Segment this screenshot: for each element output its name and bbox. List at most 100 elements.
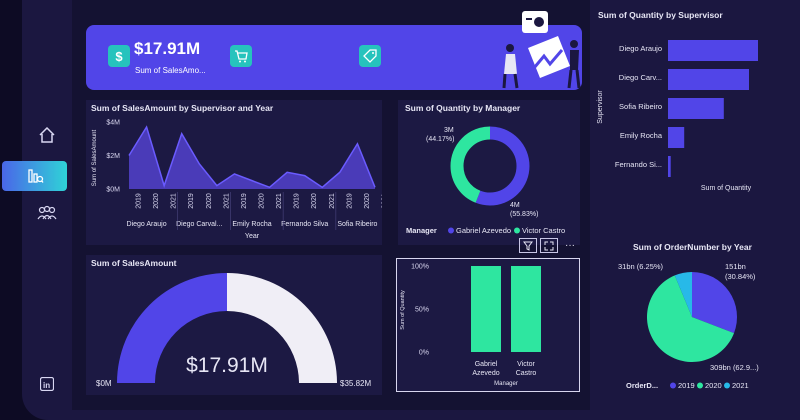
analytics-nav-button[interactable]	[2, 161, 67, 191]
gauge-min-label: $0M	[96, 379, 112, 388]
y-tick-label: 100%	[411, 264, 429, 271]
x-tick-label: 2021	[171, 193, 178, 209]
analytics-illustration	[502, 11, 581, 89]
legend-label: 2020	[705, 381, 722, 390]
x-axis-title: Year	[245, 233, 260, 240]
sales-gauge: $17.91M $0M $35.82M	[96, 273, 371, 388]
x-tick-label: 2019	[294, 193, 301, 209]
home-icon	[39, 126, 55, 143]
legend-label: Gabriel Azevedo	[456, 226, 511, 235]
legend-swatch	[670, 382, 676, 389]
supervisor-label: Fernando Silva	[281, 221, 328, 228]
manager-percent-chart: 100% 50% 0% Gabriel Azevedo Victor Castro Manag…	[400, 264, 541, 387]
bar	[668, 98, 724, 119]
supervisor-label: Diego Carval...	[176, 221, 222, 228]
y-axis-title: Sum of SalesAmount	[92, 129, 98, 186]
y-tick-label: $4M	[106, 120, 120, 127]
people-icon	[37, 205, 57, 220]
bar	[668, 40, 758, 61]
gauge-max-label: $35.82M	[340, 379, 371, 388]
more-options-button[interactable]: ···	[561, 238, 579, 253]
pie-slice-2020	[647, 275, 735, 362]
sales-gauge-title: Sum of SalesAmount	[91, 258, 177, 268]
x-tick-label: 2020	[153, 193, 160, 209]
nav-rail: in	[22, 0, 72, 420]
filter-button[interactable]	[519, 238, 537, 253]
column-bar	[511, 266, 541, 352]
x-tick-label: 2021	[223, 193, 230, 209]
category-label: Diego Araujo	[619, 44, 662, 53]
bar	[668, 127, 685, 148]
legend-swatch	[724, 382, 730, 389]
quantity-by-manager-title: Sum of Quantity by Manager	[405, 103, 521, 113]
gauge-value-arc	[117, 273, 227, 383]
x-tick-label: 2019	[188, 193, 195, 209]
quantity-by-manager-panel	[398, 100, 580, 245]
slice-value-label: 31bn (6.25%)	[618, 262, 664, 271]
quantity-by-supervisor-title: Sum of Quantity by Supervisor	[598, 10, 723, 20]
pie-slice-2021	[674, 272, 692, 317]
area-fill	[129, 127, 375, 189]
x-axis-title: Manager	[494, 381, 518, 387]
linkedin-icon: in	[40, 377, 54, 391]
bar	[668, 69, 749, 90]
expand-icon	[544, 241, 554, 250]
sales-area-chart: $4M $2M $0M 2019 2020 2021 2019 2020 2021 2019 202…	[92, 120, 383, 241]
legend-title: Manager	[406, 226, 437, 235]
tag-icon	[359, 45, 381, 67]
gauge-remaining-arc	[227, 273, 337, 383]
slice-value-label: 151bn	[725, 262, 746, 271]
category-label: Emily Rocha	[620, 131, 663, 140]
slice-value-label: 309bn (62.9...)	[710, 363, 759, 372]
cart-icon	[230, 45, 252, 67]
linkedin-button[interactable]: in	[22, 369, 72, 399]
legend-swatch	[697, 382, 703, 389]
legend-title: OrderD...	[626, 381, 658, 390]
legend-label: Victor Castro	[522, 226, 565, 235]
x-tick-label: 2020	[259, 193, 266, 209]
home-nav-button[interactable]	[22, 120, 72, 150]
legend-label: 2021	[732, 381, 749, 390]
visual-header-toolbar: ···	[519, 238, 579, 253]
analytics-icon	[27, 169, 44, 183]
x-tick-label: Victor	[517, 361, 535, 368]
y-tick-label: 50%	[415, 307, 429, 314]
category-label: Sofia Ribeiro	[619, 102, 662, 111]
manager-donut-chart: 4M (55.83%) 3M (44.17%) Manager Gabriel Azeve…	[406, 126, 565, 235]
category-label: Fernando Si...	[615, 160, 662, 169]
y-tick-label: $0M	[106, 187, 120, 194]
kpi-label: Sum of SalesAmo...	[135, 66, 206, 75]
bar	[668, 156, 671, 177]
x-tick-label: Gabriel	[475, 361, 498, 368]
supervisor-label: Diego Araujo	[127, 221, 167, 228]
x-tick-label: 2020	[364, 193, 371, 209]
more-icon: ···	[565, 240, 575, 251]
category-label: Diego Carv...	[619, 73, 662, 82]
y-axis-title: Supervisor	[597, 90, 604, 124]
slice-pct-label: (55.83%)	[510, 211, 538, 218]
gauge-value-label: $17.91M	[186, 354, 268, 377]
x-tick-label: Azevedo	[472, 370, 499, 377]
y-tick-label: 0%	[419, 350, 429, 357]
slice-pct-label: (30.84%)	[725, 272, 756, 281]
x-tick-label: 2019	[241, 193, 248, 209]
column-bar	[471, 266, 501, 352]
dollar-icon: $	[108, 45, 130, 67]
x-tick-label: 2019	[346, 193, 353, 209]
order-year-pie-chart: 151bn(30.84%) 309bn (62.9...) 31bn (6.25%)…	[618, 262, 759, 390]
pie-slice-2019	[692, 272, 737, 334]
supervisor-label: Emily Rocha	[232, 221, 271, 228]
x-tick-label: 2021	[276, 193, 283, 209]
slice-pct-label: (44.17%)	[426, 136, 454, 143]
supervisor-label: Sofia Ribeiro	[337, 221, 377, 228]
x-tick-label: 2021	[382, 193, 383, 209]
slice-value-label: 4M	[510, 202, 520, 209]
team-nav-button[interactable]	[22, 198, 72, 228]
legend-swatch	[448, 227, 454, 234]
x-tick-label: 2020	[206, 193, 213, 209]
order-by-year-title: Sum of OrderNumber by Year	[633, 242, 752, 252]
x-tick-label: 2020	[311, 193, 318, 209]
sales-by-supervisor-title: Sum of SalesAmount by Supervisor and Yea…	[91, 103, 274, 113]
focus-mode-button[interactable]	[540, 238, 558, 253]
donut-slice-victor-castro	[450, 126, 530, 206]
